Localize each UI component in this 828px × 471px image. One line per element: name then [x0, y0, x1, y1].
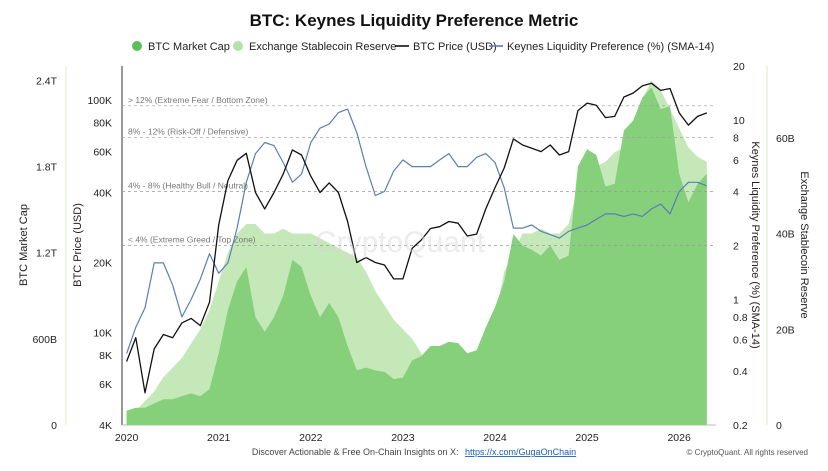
x-tick-label: 2021	[207, 432, 231, 444]
price-tick-label: 40K	[93, 187, 112, 199]
legend-item: BTC Price (USD)	[395, 41, 497, 53]
market-cap-tick-label: 2.4T	[36, 75, 58, 87]
chart-title: BTC: Keynes Liquidity Preference Metric	[250, 11, 579, 30]
footer: Discover Actionable & Free On-Chain Insi…	[252, 447, 808, 457]
price-tick-label: 80K	[93, 118, 112, 130]
stablecoin-tick-label: 60B	[776, 133, 795, 145]
svg-text:Discover Actionable & Free On-: Discover Actionable & Free On-Chain Insi…	[252, 447, 576, 457]
market-cap-tick-label: 0	[51, 420, 57, 432]
market-cap-tick-label: 1.2T	[36, 248, 58, 260]
legend-label: Exchange Stablecoin Reserve	[249, 41, 396, 53]
footer-link[interactable]: https://x.com/GugaOnChain	[465, 447, 576, 457]
legend-item: BTC Market Cap	[132, 41, 230, 53]
chart-marks: > 12% (Extreme Fear / Bottom Zone) 8% - 1…	[122, 80, 716, 426]
market-cap-axis-label: BTC Market Cap	[18, 204, 30, 286]
zone-label: < 4% (Extreme Greed / Top Zone)	[128, 235, 256, 245]
legend-label: BTC Market Cap	[148, 41, 230, 53]
price-tick-label: 10K	[93, 327, 112, 339]
price-axis-label: BTC Price (USD)	[72, 203, 84, 287]
legend-swatch	[233, 41, 243, 51]
keynes-tick-label: 2	[733, 241, 739, 253]
x-tick-label: 2026	[667, 432, 691, 444]
price-tick-label: 4K	[99, 420, 112, 432]
keynes-tick-label: 0.6	[733, 334, 748, 346]
keynes-tick-label: 6	[733, 155, 739, 167]
market-cap-tick-label: 1.8T	[36, 162, 58, 174]
market-cap-tick-label: 600B	[32, 334, 57, 346]
price-tick-label: 20K	[93, 257, 112, 269]
stablecoin-tick-label: 40B	[776, 229, 795, 241]
keynes-line	[126, 108, 708, 354]
price-tick-label: 8K	[99, 350, 112, 362]
stablecoin-axis-label: Exchange Stablecoin Reserve	[798, 171, 810, 318]
keynes-tick-label: 4	[733, 186, 739, 198]
watermark-text: CryptoQuant	[315, 226, 486, 259]
x-tick-label: 2023	[391, 432, 415, 444]
x-tick-label: 2022	[299, 432, 323, 444]
price-tick-label: 60K	[93, 147, 112, 159]
price-tick-label: 100K	[87, 95, 112, 107]
legend-label: BTC Price (USD)	[413, 41, 497, 53]
zone-label: > 12% (Extreme Fear / Bottom Zone)	[128, 95, 268, 105]
keynes-tick-label: 0.2	[733, 420, 748, 432]
zone-label: 4% - 8% (Healthy Bull / Neutral)	[128, 180, 248, 190]
axes: 2020 2021 2022 2023 2024 2025 20260600B1.2T1.8…	[32, 61, 794, 444]
legend-swatch	[132, 41, 142, 51]
x-tick-label: 2025	[575, 432, 599, 444]
market-cap-area	[126, 87, 707, 425]
x-tick-label: 2024	[483, 432, 507, 444]
legend-item: Keynes Liquidity Preference (%) (SMA-14)	[489, 41, 714, 53]
keynes-tick-label: 0.8	[733, 312, 748, 324]
stablecoin-tick-label: 20B	[776, 324, 795, 336]
copyright-text: © CryptoQuant. All rights reserved	[687, 448, 809, 457]
keynes-tick-label: 0.4	[733, 366, 748, 378]
x-tick-label: 2020	[115, 432, 139, 444]
btc-price-line	[125, 82, 708, 394]
zone-label: 8% - 12% (Risk-Off / Defensive)	[128, 126, 248, 136]
legend: BTC Market Cap Exchange Stablecoin Reserv…	[132, 41, 714, 53]
price-tick-label: 6K	[99, 379, 112, 391]
keynes-tick-label: 1	[733, 295, 739, 307]
keynes-tick-label: 10	[733, 115, 745, 127]
keynes-tick-label: 20	[733, 61, 745, 73]
legend-item: Exchange Stablecoin Reserve	[233, 41, 396, 53]
keynes-axis-label: Keynes Liquidity Preference (%) (SMA-14)	[749, 141, 761, 348]
stablecoin-tick-label: 0	[776, 420, 782, 432]
footer-text: Discover Actionable & Free On-Chain Insi…	[252, 447, 459, 457]
keynes-tick-label: 8	[733, 132, 739, 144]
legend-label: Keynes Liquidity Preference (%) (SMA-14)	[507, 41, 714, 53]
